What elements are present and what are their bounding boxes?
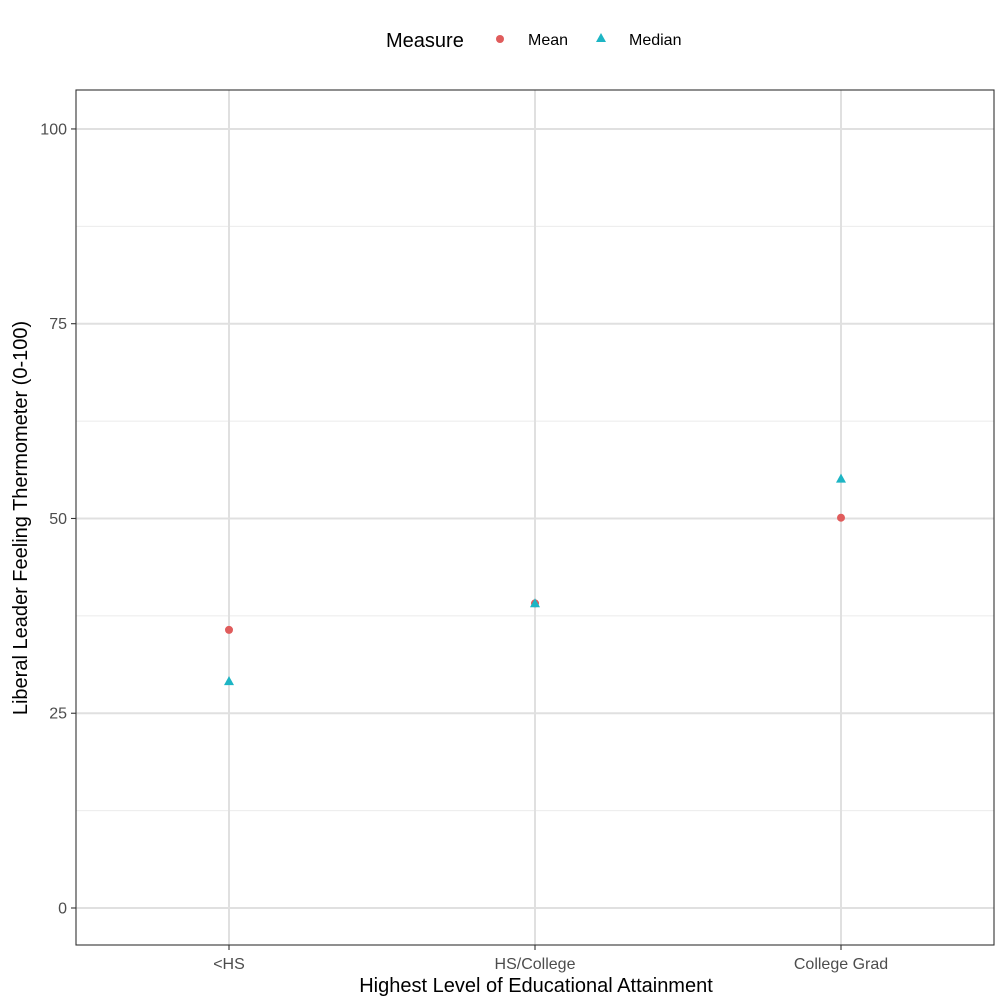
data-points bbox=[224, 473, 846, 686]
legend: Measure Mean Median bbox=[386, 30, 681, 52]
point-median bbox=[224, 676, 234, 686]
y-tick-label: 50 bbox=[49, 511, 67, 528]
point-mean bbox=[837, 513, 845, 522]
y-tick-label: 100 bbox=[40, 121, 67, 138]
point-median bbox=[836, 473, 846, 483]
y-axis: 0 25 50 75 100 bbox=[40, 121, 76, 917]
legend-title: Measure bbox=[386, 30, 464, 52]
y-tick-label: 0 bbox=[58, 900, 67, 917]
point-mean bbox=[225, 625, 233, 634]
legend-label-median: Median bbox=[629, 32, 681, 49]
legend-key-median bbox=[596, 33, 606, 43]
point-median bbox=[530, 598, 540, 608]
legend-key-mean bbox=[496, 35, 504, 43]
plot-panel bbox=[75, 89, 995, 946]
x-tick-label: HS/College bbox=[495, 956, 576, 973]
x-axis: <HS HS/College College Grad bbox=[213, 945, 888, 973]
legend-items: Mean Median bbox=[496, 32, 681, 49]
x-tick-label: <HS bbox=[213, 956, 245, 973]
x-tick-label: College Grad bbox=[794, 956, 888, 973]
legend-label-mean: Mean bbox=[528, 32, 568, 49]
x-axis-title: Highest Level of Educational Attainment bbox=[359, 975, 713, 997]
y-tick-label: 25 bbox=[49, 706, 67, 723]
y-tick-label: 75 bbox=[49, 316, 67, 333]
y-axis-title: Liberal Leader Feeling Thermometer (0-10… bbox=[10, 321, 32, 715]
